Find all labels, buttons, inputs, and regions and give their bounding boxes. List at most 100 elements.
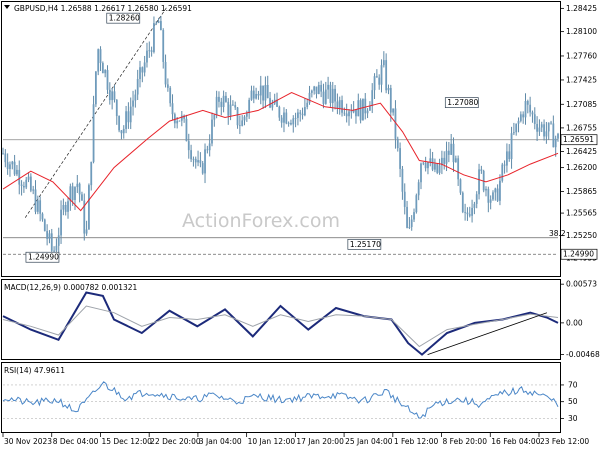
candle-body [408,226,411,228]
candle-body [322,91,325,104]
candle-body [515,123,518,133]
candle-body [382,60,385,66]
candle-body [536,123,539,132]
candle-body [234,105,237,108]
candle-body [201,163,204,174]
rsi-tick-label: 30 [568,414,578,423]
candle-body [545,131,548,137]
candle-body [118,116,121,131]
candle-body [6,162,9,169]
candle-body [331,88,334,104]
candle-body [517,120,520,124]
current-price-tag [560,134,598,146]
candle-body [352,109,355,113]
candle-body [283,112,285,123]
candle-body [245,113,248,117]
candle-body [243,116,246,121]
candle-body [294,117,297,119]
candle-body [16,169,18,175]
candle-body [489,199,492,203]
candle-body [90,161,93,186]
candle-body [524,101,527,118]
candle-body [74,187,76,201]
macd-signal-line [2,305,559,348]
candle-body [215,96,218,115]
candle-body [266,84,269,99]
candle-body [468,214,471,216]
price-tick-label: 1.26755 [566,123,597,132]
candle-body [108,89,111,101]
candle-body [369,106,371,111]
rsi-panel-frame [1,362,561,433]
candle-body [227,101,230,116]
candle-body [447,150,450,155]
candle-body [13,161,16,175]
candle-body [88,185,90,230]
candle-body [485,188,487,191]
candle-body [315,86,318,94]
price-tick-label: 1.25865 [566,187,597,196]
candle-body [157,21,160,23]
candle-body [399,148,401,169]
price-panel-header: GBPUSD,H4 1.26588 1.26617 1.26580 1.2659… [14,4,192,13]
candle-body [141,67,144,73]
candle-body [487,188,490,203]
candle-body [81,194,83,201]
candle-body [192,158,195,160]
candle-body [187,141,190,151]
candle-body [20,184,23,186]
candle-body [301,113,304,116]
candle-body [197,160,199,163]
candle-body [9,164,11,169]
candle-body [292,118,295,125]
candle-body [410,219,413,227]
candle-body [443,157,446,164]
price-tick-label: 1.25250 [566,231,597,240]
rising-trendline [24,7,168,218]
candle-body [285,112,288,124]
candle-body [378,77,381,85]
price-levels [3,7,558,255]
price-level-box [347,239,382,250]
candle-body [320,85,323,92]
candle-body [29,176,32,191]
candle-body [173,114,176,124]
candle-body [236,107,239,126]
candle-body [494,188,497,193]
candle-body [336,101,339,109]
candle-body [34,189,37,212]
candle-body [480,169,483,171]
candle-body [396,138,399,149]
candle-body [62,205,65,210]
candle-body [297,112,299,118]
price-level-box [106,12,141,24]
candle-body [146,50,148,63]
moving-average-line [2,91,559,212]
candle-body [148,50,151,52]
candle-body [533,114,536,124]
candle-body [139,67,141,80]
candle-body [496,188,499,201]
candle-body [522,114,525,118]
candle-body [355,109,357,117]
candle-body [92,104,95,162]
candle-body [343,112,346,114]
candle-body [43,219,46,232]
candle-body [506,151,508,166]
candle-body [427,162,429,169]
price-level-box [444,97,479,108]
price-tick-label: 1.28100 [566,27,597,36]
candle-body [120,130,123,134]
candle-body [406,206,408,228]
candle-body [71,186,74,201]
candle-body [503,164,506,166]
candle-body [450,143,453,155]
candle-body [183,115,186,119]
macd-tick-label: 0.00 [566,318,583,327]
candle-body [160,21,162,31]
candle-body [101,63,104,74]
candle-body [255,93,258,99]
candle-body [324,89,327,104]
candle-body [164,61,167,85]
